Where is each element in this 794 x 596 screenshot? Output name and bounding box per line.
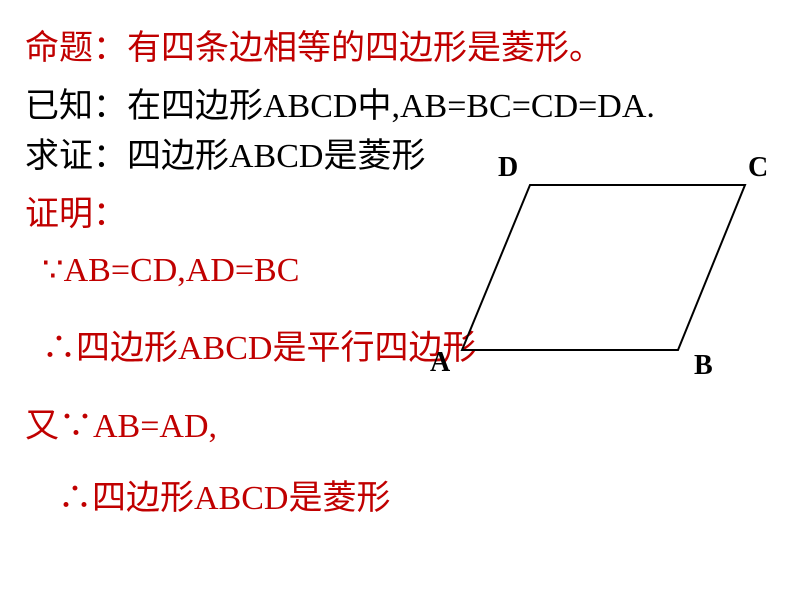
vertex-label-C: C <box>748 152 768 184</box>
vertex-label-D: D <box>498 152 518 184</box>
vertex-label-A: A <box>430 347 450 379</box>
parallelogram-shape <box>462 185 745 350</box>
vertex-label-B: B <box>694 350 713 382</box>
slide-page: 命题：有四条边相等的四边形是菱形。 已知：在四边形ABCD中,AB=BC=CD=… <box>0 0 794 596</box>
parallelogram-diagram <box>0 0 794 596</box>
